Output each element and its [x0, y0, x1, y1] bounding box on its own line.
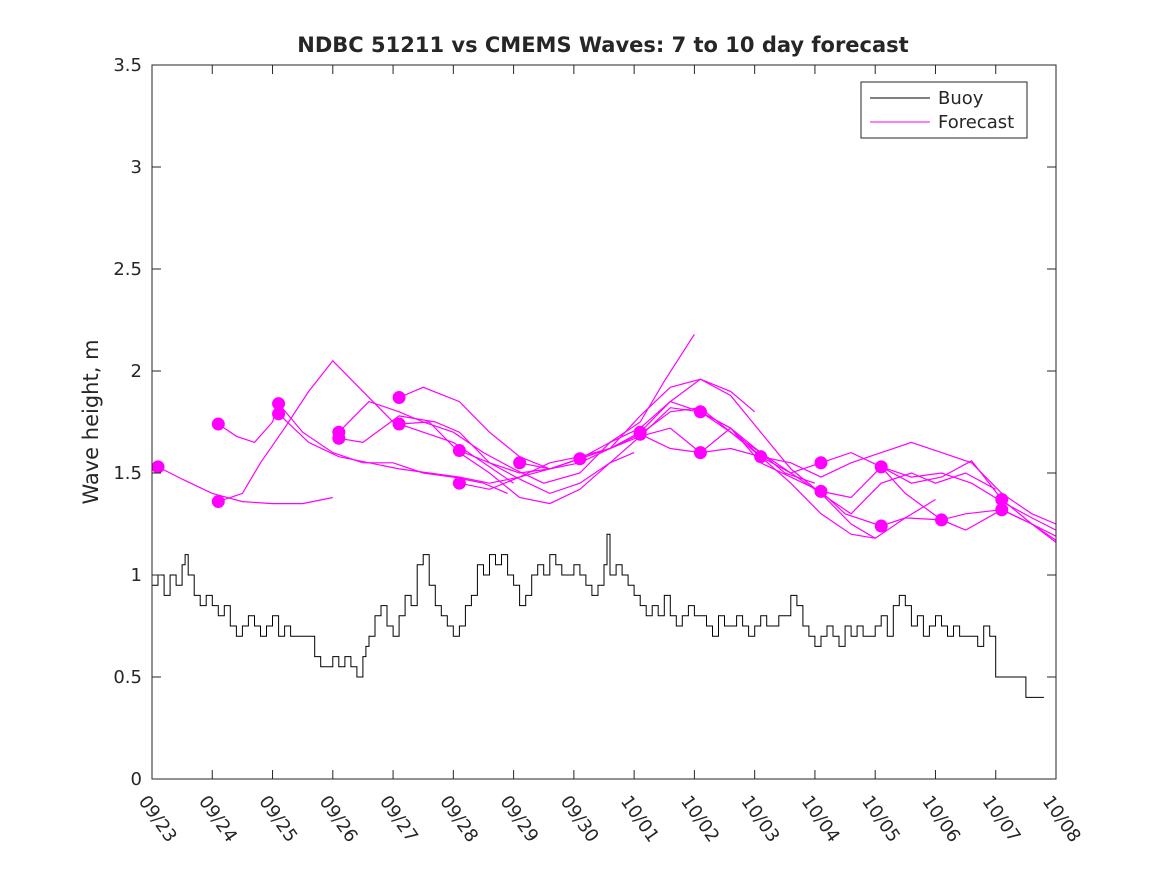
- plot-background: [152, 65, 1056, 779]
- forecast-marker: [272, 397, 286, 411]
- forecast-marker: [272, 407, 286, 421]
- y-tick-label: 0.5: [113, 667, 142, 688]
- forecast-line: [278, 403, 508, 494]
- forecast-line: [157, 466, 333, 505]
- forecast-line: [399, 407, 816, 505]
- forecast-marker: [392, 391, 406, 405]
- axes-box: [151, 64, 1057, 780]
- forecast-marker: [693, 405, 707, 419]
- forecast-marker: [392, 417, 406, 431]
- buoy-line: [152, 533, 1044, 698]
- legend: Buoy Forecast: [860, 81, 1028, 139]
- forecast-marker: [332, 431, 346, 445]
- legend-buoy-label: Buoy: [938, 88, 984, 109]
- y-axis-ticks: 0 0.5 1 1.5 2 2.5 3 3.5: [113, 55, 1056, 790]
- y-tick-label: 1.5: [113, 463, 142, 484]
- forecast-marker: [513, 456, 527, 470]
- legend-forecast-label: Forecast: [938, 112, 1014, 133]
- forecast-line: [338, 333, 695, 484]
- y-tick-label: 2.5: [113, 259, 142, 280]
- chart-title: NDBC 51211 vs CMEMS Waves: 7 to 10 day f…: [297, 33, 908, 57]
- forecast-marker: [211, 417, 225, 431]
- y-axis-label: Wave height, m: [79, 339, 103, 504]
- forecast-marker: [693, 446, 707, 460]
- y-tick-label: 1: [131, 565, 142, 586]
- plot-area: 09/23 09/24 09/25 09/26 09/27 09/28 09/29 09/30…: [113, 55, 1085, 846]
- forecast-line: [880, 466, 1057, 543]
- forecast-markers: [151, 391, 1009, 533]
- forecast-marker: [874, 519, 888, 533]
- forecast-marker: [995, 503, 1009, 517]
- forecast-line: [278, 413, 575, 484]
- forecast-marker: [211, 495, 225, 509]
- forecast-marker: [573, 452, 587, 466]
- forecast-marker: [814, 484, 828, 498]
- legend-box: [860, 81, 1028, 139]
- y-tick-label: 2: [131, 361, 142, 382]
- y-tick-label: 3: [131, 157, 142, 178]
- forecast-marker: [874, 460, 888, 474]
- y-tick-label: 0: [131, 769, 142, 790]
- forecast-marker: [814, 456, 828, 470]
- forecast-marker: [452, 444, 466, 458]
- forecast-marker: [995, 493, 1009, 507]
- y-tick-label: 3.5: [113, 55, 142, 76]
- forecast-line: [639, 427, 1057, 537]
- forecast-marker: [633, 427, 647, 441]
- forecast-marker: [934, 513, 948, 527]
- forecast-marker: [151, 460, 165, 474]
- forecast-marker: [754, 450, 768, 464]
- forecast-marker: [452, 476, 466, 490]
- buoy-series: [152, 533, 1044, 698]
